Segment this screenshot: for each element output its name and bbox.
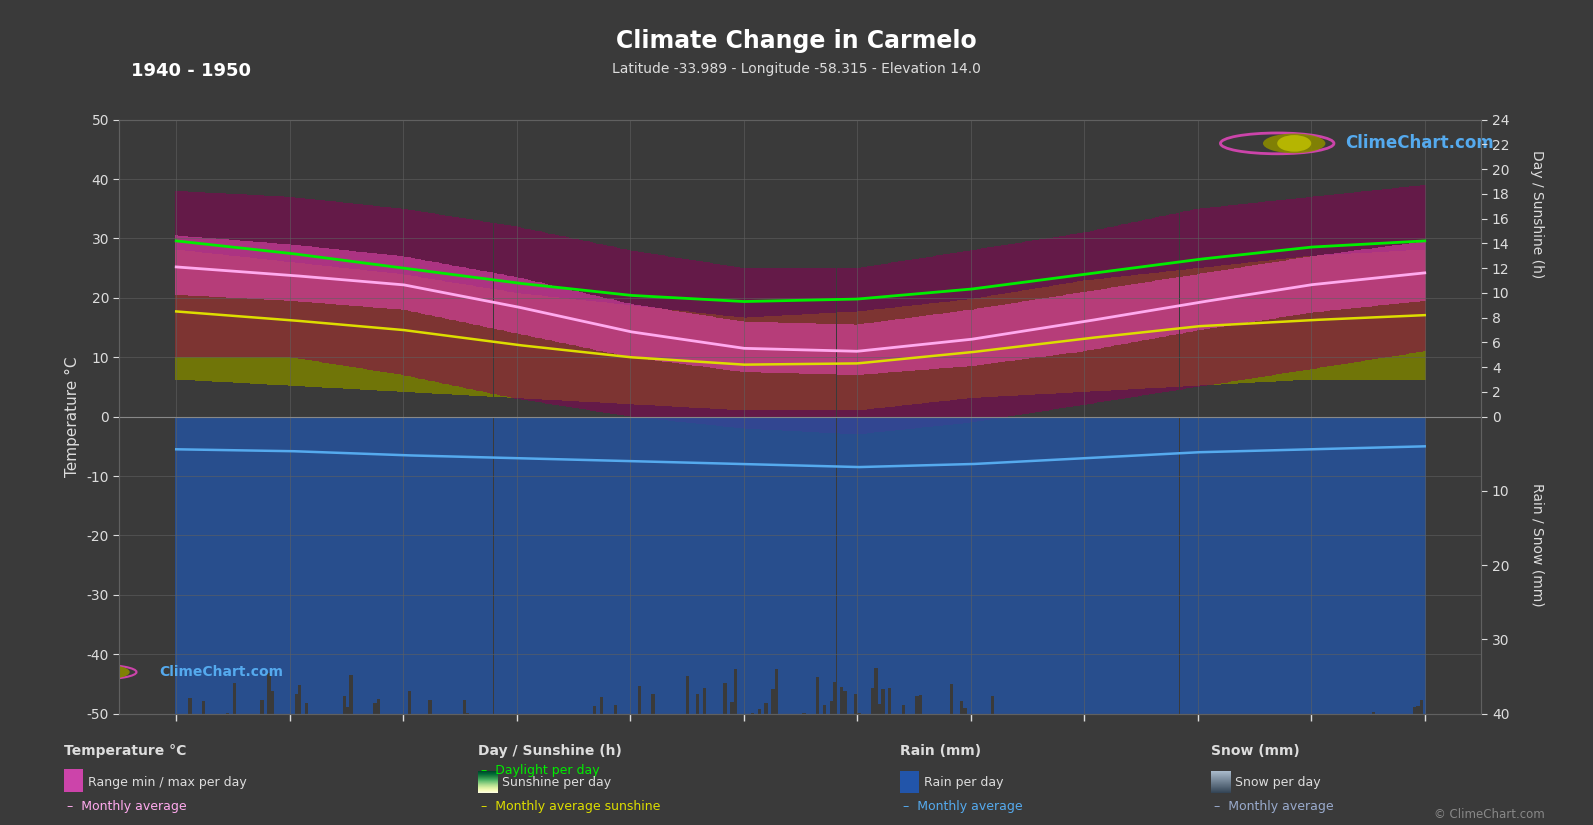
Text: –  Monthly average: – Monthly average <box>67 800 186 813</box>
Text: Sunshine per day: Sunshine per day <box>502 776 612 789</box>
Text: Latitude -33.989 - Longitude -58.315 - Elevation 14.0: Latitude -33.989 - Longitude -58.315 - E… <box>612 62 981 76</box>
Text: Day / Sunshine (h): Day / Sunshine (h) <box>1531 150 1544 279</box>
Text: –  Monthly average: – Monthly average <box>1214 800 1333 813</box>
Text: Snow (mm): Snow (mm) <box>1211 744 1300 758</box>
Ellipse shape <box>1263 134 1325 153</box>
Text: © ClimeChart.com: © ClimeChart.com <box>1434 808 1545 821</box>
Text: Snow per day: Snow per day <box>1235 776 1321 789</box>
Text: Rain (mm): Rain (mm) <box>900 744 981 758</box>
Text: Rain / Snow (mm): Rain / Snow (mm) <box>1531 483 1544 606</box>
Text: Day / Sunshine (h): Day / Sunshine (h) <box>478 744 621 758</box>
Text: –  Monthly average sunshine: – Monthly average sunshine <box>481 800 661 813</box>
Text: ClimeChart.com: ClimeChart.com <box>1346 134 1494 153</box>
Ellipse shape <box>86 665 129 679</box>
Text: Range min / max per day: Range min / max per day <box>88 776 247 789</box>
Text: ClimeChart.com: ClimeChart.com <box>159 665 284 679</box>
Ellipse shape <box>1278 135 1311 152</box>
Text: Temperature °C: Temperature °C <box>64 744 186 758</box>
Text: –  Monthly average: – Monthly average <box>903 800 1023 813</box>
Y-axis label: Temperature °C: Temperature °C <box>65 356 80 477</box>
Ellipse shape <box>97 667 119 677</box>
Text: 1940 - 1950: 1940 - 1950 <box>131 62 250 80</box>
Text: Rain per day: Rain per day <box>924 776 1004 789</box>
Text: Climate Change in Carmelo: Climate Change in Carmelo <box>616 29 977 53</box>
Text: –  Daylight per day: – Daylight per day <box>481 764 599 777</box>
